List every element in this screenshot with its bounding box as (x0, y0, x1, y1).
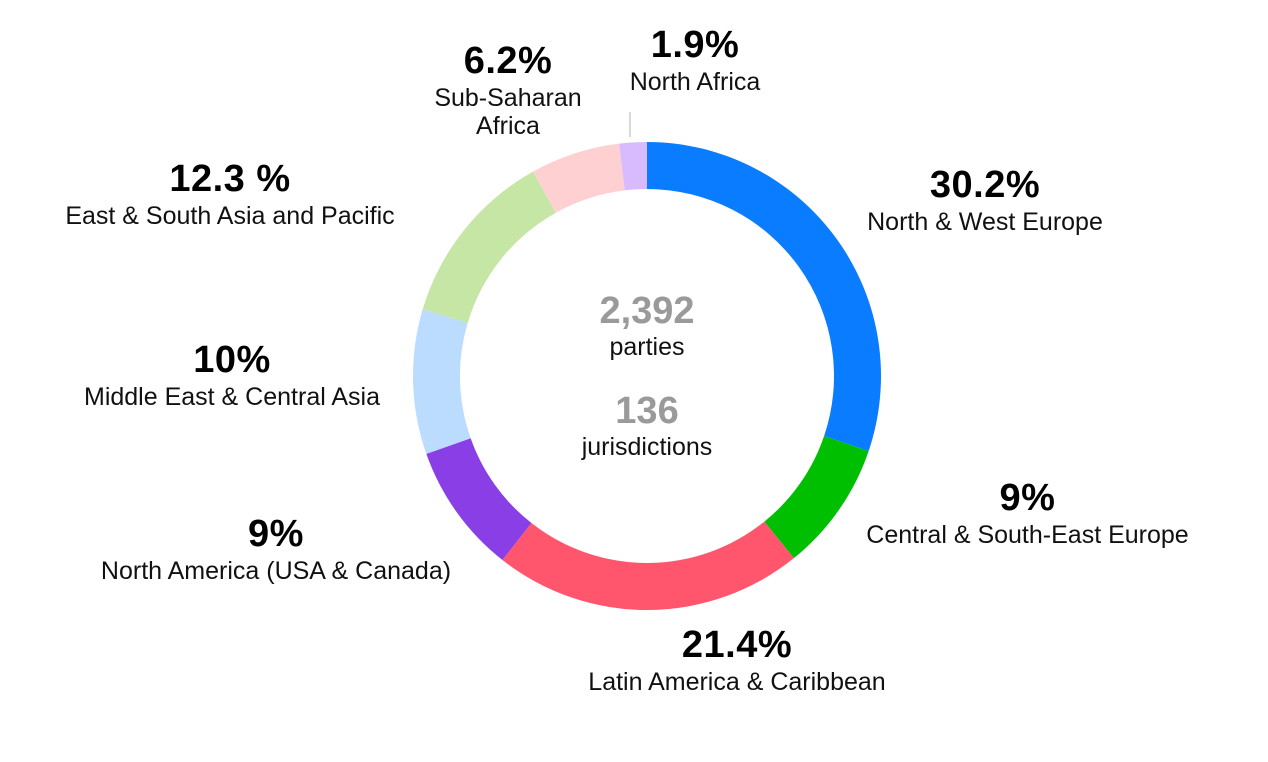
slice-middle-east-central-asia (412, 309, 471, 454)
label-north-africa: 1.9% North Africa (605, 24, 785, 96)
label-middle-east-central-asia: 10% Middle East & Central Asia (52, 339, 412, 411)
pct-north-america: 9% (248, 513, 304, 555)
pct-sub-saharan-africa: 6.2% (463, 40, 553, 82)
center-jurisdictions-label: jurisdictions (581, 433, 713, 461)
name-north-west-europe: North & West Europe (867, 207, 1103, 236)
donut-slices (412, 142, 881, 611)
name-latin-america-caribbean: Latin America & Caribbean (588, 667, 886, 696)
label-north-america: 9% North America (USA & Canada) (56, 513, 496, 585)
slice-north-africa (619, 142, 647, 191)
slice-sub-saharan-africa (532, 143, 625, 213)
label-sub-saharan-africa: 6.2% Sub-Saharan Africa (418, 40, 598, 141)
pct-north-africa: 1.9% (650, 24, 740, 66)
center-parties-value: 2,392 (599, 290, 695, 332)
pct-north-west-europe: 30.2% (929, 164, 1041, 206)
name-north-africa: North Africa (629, 67, 761, 96)
slice-central-south-east-europe (764, 436, 869, 559)
name-north-america: North America (USA & Canada) (100, 556, 452, 585)
label-latin-america-caribbean: 21.4% Latin America & Caribbean (537, 624, 937, 696)
name-middle-east-central-asia: Middle East & Central Asia (84, 382, 380, 411)
slice-north-america-usa-canada (426, 438, 532, 560)
label-north-west-europe: 30.2% North & West Europe (835, 164, 1135, 236)
name-east-south-asia-pacific: East & South Asia and Pacific (65, 201, 395, 230)
slice-east-south-asia-and-pacific (422, 171, 556, 323)
name-sub-saharan-africa: Sub-Saharan Africa (434, 83, 582, 141)
slice-north-west-europe (647, 142, 881, 452)
center-jurisdictions: 136 jurisdictions (547, 390, 747, 462)
label-central-south-east-europe: 9% Central & South-East Europe (835, 477, 1220, 549)
pct-middle-east-central-asia: 10% (193, 339, 271, 381)
center-jurisdictions-value: 136 (615, 390, 679, 432)
center-parties: 2,392 parties (547, 290, 747, 362)
pct-latin-america-caribbean: 21.4% (681, 624, 793, 666)
pct-east-south-asia-pacific: 12.3 % (169, 158, 291, 200)
label-east-south-asia-pacific: 12.3 % East & South Asia and Pacific (30, 158, 430, 230)
slice-latin-america-caribbean (502, 521, 794, 611)
center-parties-label: parties (609, 333, 685, 361)
name-central-south-east-europe: Central & South-East Europe (866, 520, 1189, 549)
pct-central-south-east-europe: 9% (999, 477, 1056, 519)
